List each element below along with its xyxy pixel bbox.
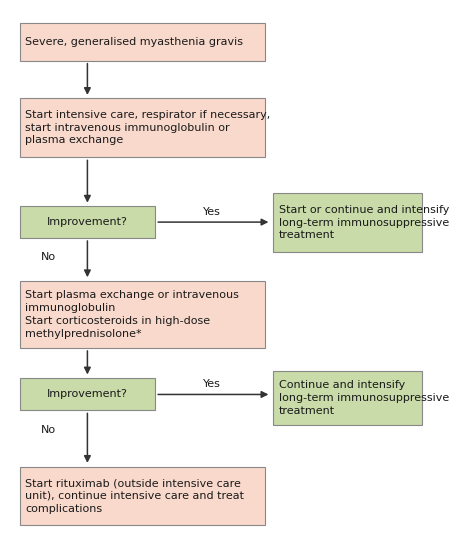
Text: Severe, generalised myasthenia gravis: Severe, generalised myasthenia gravis xyxy=(25,37,243,47)
Text: Start plasma exchange or intravenous
immunoglobulin
Start corticosteroids in hig: Start plasma exchange or intravenous imm… xyxy=(25,290,239,339)
Text: Start intensive care, respirator if necessary,
start intravenous immunoglobulin : Start intensive care, respirator if nece… xyxy=(25,110,270,146)
Text: Yes: Yes xyxy=(203,207,221,217)
FancyBboxPatch shape xyxy=(273,193,421,252)
FancyBboxPatch shape xyxy=(20,467,265,525)
Text: No: No xyxy=(41,252,56,262)
FancyBboxPatch shape xyxy=(273,371,421,425)
FancyBboxPatch shape xyxy=(20,98,265,157)
FancyBboxPatch shape xyxy=(20,378,155,411)
Text: Improvement?: Improvement? xyxy=(47,217,128,227)
Text: Start rituximab (outside intensive care
unit), continue intensive care and treat: Start rituximab (outside intensive care … xyxy=(25,478,244,513)
Text: Start or continue and intensify
long-term immunosuppressive
treatment: Start or continue and intensify long-ter… xyxy=(279,205,449,240)
Text: No: No xyxy=(41,425,56,435)
Text: Improvement?: Improvement? xyxy=(47,389,128,400)
FancyBboxPatch shape xyxy=(20,281,265,348)
FancyBboxPatch shape xyxy=(20,206,155,238)
FancyBboxPatch shape xyxy=(20,23,265,61)
Text: Yes: Yes xyxy=(203,379,221,389)
Text: Continue and intensify
long-term immunosuppressive
treatment: Continue and intensify long-term immunos… xyxy=(279,380,449,416)
